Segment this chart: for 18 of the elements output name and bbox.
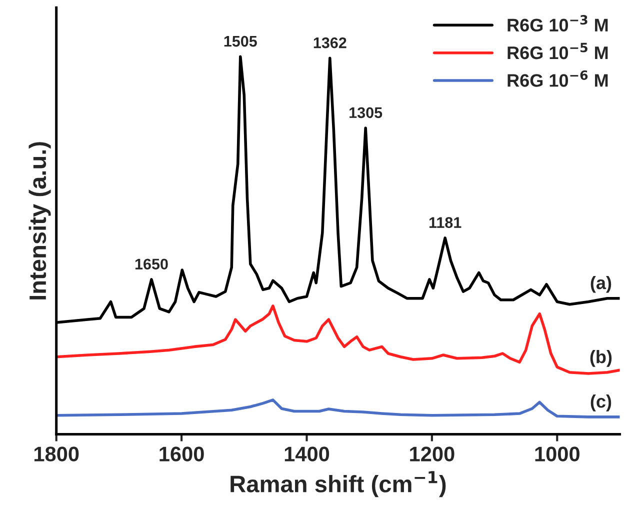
- annotation: 1505: [224, 36, 257, 47]
- annotation: 1362: [314, 37, 346, 48]
- annotation: (b): [590, 350, 612, 367]
- legend-label: R6G 10$^{−3}$ M: [508, 15, 608, 32]
- annotation: 1650: [135, 258, 168, 270]
- annotation: (a): [590, 276, 612, 293]
- legend-label: R6G 10$^{−6}$ M: [508, 70, 608, 87]
- x-tick-label: 1000: [535, 446, 580, 462]
- x-tick-label: 1400: [284, 446, 330, 462]
- x-axis-title: Raman shift (cm$^{−1}$): [230, 471, 446, 498]
- y-axis-title: Intensity (a.u.): [28, 142, 51, 300]
- x-tick-label: 1600: [160, 446, 204, 462]
- annotation: 1181: [429, 217, 462, 228]
- x-tick-label: 1200: [410, 446, 454, 462]
- annotation: 1305: [350, 107, 382, 118]
- annotation: (c): [590, 394, 612, 412]
- legend-label: R6G 10$^{−5}$ M: [508, 42, 608, 60]
- x-tick-label: 1800: [34, 446, 79, 462]
